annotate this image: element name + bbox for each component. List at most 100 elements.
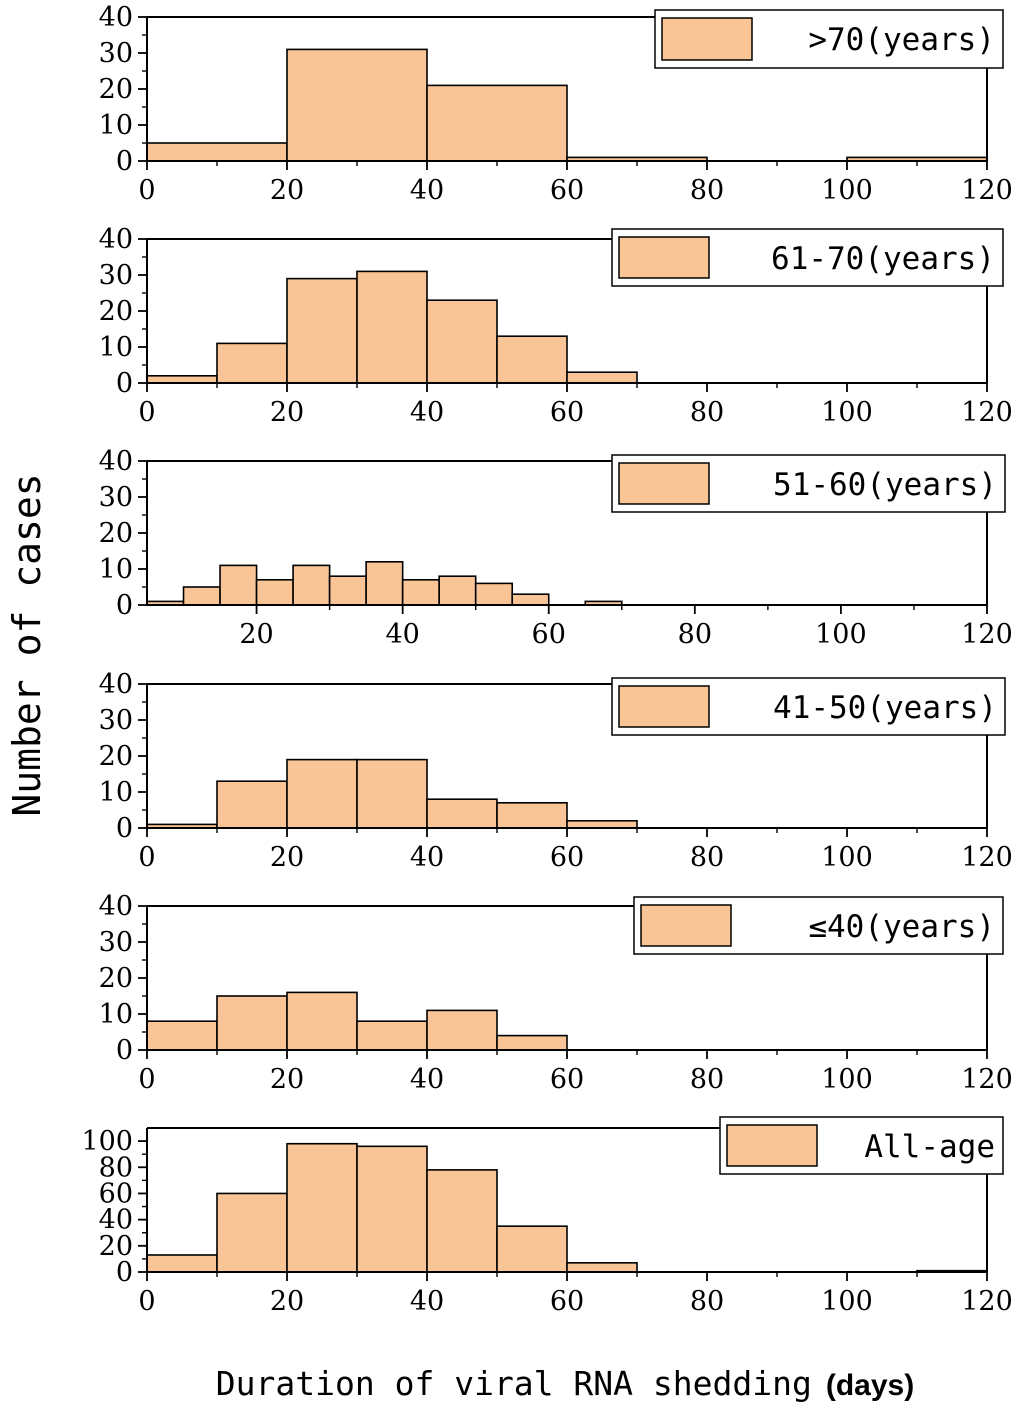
y-tick-label: 0 [116, 368, 133, 399]
histogram-bar [426, 84, 568, 162]
histogram-bar [216, 1192, 288, 1273]
histogram-bar [474, 582, 514, 606]
x-tick-label: 80 [690, 842, 724, 873]
x-tick-label: 0 [138, 842, 155, 873]
histogram-bar [146, 142, 288, 162]
x-tick-label: 0 [138, 397, 155, 428]
histogram-bar [356, 1145, 428, 1273]
x-tick-label: 80 [678, 619, 712, 650]
x-tick-label: 40 [410, 397, 444, 428]
y-tick-label: 20 [99, 963, 133, 994]
y-tick-label: 10 [99, 999, 133, 1030]
x-tick-label: 100 [815, 619, 867, 650]
histogram-bar [496, 1225, 568, 1273]
histogram-bar [426, 299, 498, 384]
histogram-bar [496, 801, 568, 829]
x-tick-label: 120 [961, 842, 1013, 873]
x-tick-label: 40 [410, 842, 444, 873]
histogram-bar [511, 593, 550, 606]
legend-label: 41-50(years) [773, 690, 997, 726]
histogram-bar [328, 575, 367, 606]
histogram-bar [401, 578, 440, 606]
x-axis-label: Duration of viral RNA shedding (days) [216, 1364, 914, 1403]
histogram-bar [286, 1142, 358, 1273]
legend-swatch [640, 904, 732, 947]
x-axis-label-text: Duration of viral RNA shedding [216, 1364, 812, 1403]
legend-label: ≤40(years) [808, 909, 995, 945]
histogram-bar [496, 335, 568, 384]
histogram-bar [146, 374, 218, 384]
histogram-bar [566, 371, 638, 384]
histogram-bar [286, 48, 428, 162]
y-tick-label: 20 [99, 74, 133, 105]
x-tick-label: 120 [961, 619, 1013, 650]
panel-3: 0 10 20 30 40 20 40 60 80 100 120 51-60(years) [99, 446, 1013, 650]
histogram-bar [356, 1020, 428, 1051]
panel-1: 0 10 20 30 40 0 20 40 60 80 100 120 >70(years) [99, 2, 1013, 206]
histogram-bar [182, 586, 221, 606]
y-tick-label: 10 [99, 332, 133, 363]
legend-swatch [726, 1124, 818, 1167]
histogram-bar [566, 819, 638, 829]
x-tick-label: 60 [550, 397, 584, 428]
x-tick-label: 100 [821, 397, 873, 428]
histogram-bar [216, 780, 288, 829]
y-tick-label: 30 [99, 927, 133, 958]
histogram-bar [286, 991, 358, 1051]
histogram-bar [292, 564, 331, 606]
y-tick-label: 40 [99, 891, 133, 922]
x-tick-label: 100 [821, 1064, 873, 1095]
y-tick-label: 0 [116, 146, 133, 177]
histogram-bar [216, 995, 288, 1051]
legend-swatch [618, 462, 710, 505]
x-tick-label: 20 [270, 1064, 304, 1095]
y-tick-label: 30 [99, 38, 133, 69]
y-tick-label: 0 [116, 590, 133, 621]
x-tick-label: 80 [690, 397, 724, 428]
legend-label: All-age [864, 1129, 995, 1165]
x-tick-label: 120 [961, 1064, 1013, 1095]
y-tick-label: 20 [99, 518, 133, 549]
histogram-bar [146, 1254, 218, 1273]
legend-label: >70(years) [808, 22, 995, 58]
y-tick-label: 30 [99, 260, 133, 291]
y-tick-label: 40 [99, 446, 133, 477]
legend-swatch [661, 17, 753, 61]
histogram-bar [496, 1034, 568, 1051]
histogram-bar [438, 575, 477, 606]
legend-label: 61-70(years) [771, 241, 995, 277]
x-tick-label: 20 [270, 842, 304, 873]
panel-2: 0 10 20 30 40 0 20 40 60 80 100 120 61-70(years) [99, 224, 1013, 428]
y-tick-label: 40 [99, 669, 133, 700]
y-tick-label: 40 [99, 1205, 133, 1236]
x-tick-label: 40 [410, 1064, 444, 1095]
panel-4: 0 10 20 30 40 0 20 40 60 80 100 120 41-50(years) [99, 669, 1013, 873]
histogram-bar [356, 270, 428, 384]
x-tick-label: 60 [550, 1286, 584, 1317]
x-tick-label: 80 [690, 175, 724, 206]
x-tick-label: 40 [410, 1286, 444, 1317]
y-tick-label: 20 [99, 741, 133, 772]
histogram-bar [146, 1020, 218, 1051]
y-tick-label: 0 [116, 1257, 133, 1288]
x-tick-label: 60 [550, 1064, 584, 1095]
y-tick-label: 0 [116, 1035, 133, 1066]
histogram-bar [216, 342, 288, 384]
y-tick-label: 30 [99, 482, 133, 513]
legend-label: 51-60(years) [773, 467, 997, 503]
x-tick-label: 60 [532, 619, 566, 650]
x-tick-label: 0 [138, 175, 155, 206]
y-tick-label: 20 [99, 1231, 133, 1262]
x-tick-label: 100 [821, 842, 873, 873]
x-tick-label: 120 [961, 175, 1013, 206]
histogram-bar [566, 1262, 638, 1273]
panel-5: 0 10 20 30 40 0 20 40 60 80 100 120 ≤40(years) [99, 891, 1013, 1095]
x-tick-label: 40 [385, 619, 419, 650]
y-tick-label: 20 [99, 296, 133, 327]
x-tick-label: 0 [138, 1286, 155, 1317]
histogram-bar [219, 564, 258, 606]
x-tick-label: 60 [550, 842, 584, 873]
